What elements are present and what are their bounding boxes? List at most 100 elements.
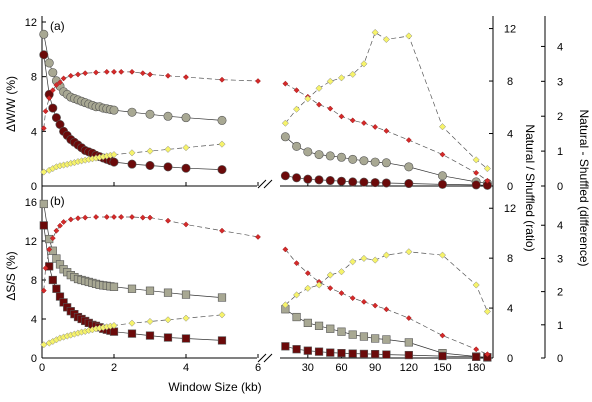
diff-tick-label: 0: [557, 353, 563, 365]
panel-b-series-yellow-point: [315, 281, 323, 289]
panel-a-series-yellow-point: [182, 144, 190, 152]
panel-b-series-red-point: [338, 290, 345, 297]
panel-b-series-grey-point: [382, 335, 391, 344]
panel-b-series-red-point: [360, 298, 367, 305]
panel-a-series-dark_red-point: [359, 177, 369, 187]
panel-a-series-grey-point: [437, 171, 447, 181]
right-axis-label-diff: Natural - Shuffled (difference): [577, 110, 591, 267]
x-tick-label: 120: [400, 362, 418, 374]
panel-a-series-grey-point: [370, 157, 380, 167]
panel-b-series-red-point: [293, 260, 300, 267]
panel-a-series-grey-point: [48, 68, 58, 78]
panel-b-series-red-point: [372, 302, 379, 309]
panel-b-series-grey-point: [181, 290, 191, 299]
y-tick-label: 16: [25, 197, 37, 209]
panel-a-label: (a): [50, 19, 65, 33]
panel-b-series-grey-point: [127, 284, 137, 293]
panel-b-series-red-point: [304, 270, 311, 277]
panel-b-series-dark_red-point: [39, 221, 48, 230]
panel-b-series-dark_red-point: [163, 333, 173, 342]
panel-a-series-red-point: [60, 75, 67, 82]
x-tick-label: 4: [183, 362, 189, 374]
axis-break-top: [257, 179, 273, 189]
panel-b-series-red-point: [75, 215, 81, 222]
panel-b-series-dark_red-point: [217, 336, 227, 345]
x-tick-label: 180: [467, 362, 485, 374]
panel-a-series-grey-point: [359, 156, 369, 166]
panel-b-series-red-point: [82, 214, 89, 221]
panel-b-series-dark_red-point: [48, 275, 57, 285]
panel-b-series-red-point: [103, 214, 110, 220]
panel-a-series-dark_red-point: [471, 180, 481, 190]
panel-a-series-red-point: [103, 68, 110, 75]
panel-b-series-dark_red-point: [371, 349, 380, 359]
panel-b-series-red-point: [42, 265, 49, 272]
y-tick-label: 0: [31, 181, 37, 193]
panel-a-series-grey-point: [163, 111, 173, 121]
panel-a-series-red-point: [46, 95, 53, 102]
panel-a-series-yellow-line-right: [285, 31, 488, 169]
y-tick-label: 12: [25, 236, 37, 248]
y-tick-label: 0: [31, 353, 37, 365]
panel-a-series-dark_red-point: [292, 173, 302, 183]
x-tick-label: 150: [433, 362, 451, 374]
panel-b-series-red-point: [46, 246, 53, 253]
panel-b-series-dark_red-point: [127, 329, 137, 338]
panel-b-series-grey-point: [145, 286, 155, 295]
panel-b-series-dark_red-point: [292, 345, 301, 354]
panel-a-series-grey-point: [404, 162, 414, 172]
panel-a-series-red-point: [67, 72, 74, 79]
panel-a-series-yellow-point: [360, 60, 368, 68]
panel-b-series-yellow-point: [405, 248, 413, 256]
panel-a-series-red-point: [484, 177, 491, 184]
panel-a-series-red-point: [42, 108, 49, 115]
panel-b-series-yellow-point: [146, 317, 154, 326]
panel-a-series-red-point: [383, 127, 390, 134]
ratio-tick-label: 12: [504, 203, 516, 215]
panel-a-series-grey-point: [39, 29, 49, 39]
panel-a-series-red-point: [255, 78, 261, 84]
panel-b-series-red-point: [57, 222, 63, 229]
panel-b-series-yellow-point: [182, 314, 190, 322]
panel-a-series-grey-point: [145, 109, 155, 119]
x-tick-label: 2: [111, 362, 117, 374]
panel-a-series-dark_red-point: [217, 165, 227, 175]
panel-a-series-red-point: [129, 68, 135, 75]
panel-b-series-grey-point: [326, 324, 335, 333]
panel-b-series-yellow-point: [218, 311, 226, 319]
panel-a-series-grey-point: [325, 151, 335, 161]
panel-a-series-yellow-point: [293, 105, 301, 113]
panel-b-series-yellow-point: [438, 251, 447, 259]
panel-b-series-red-point: [473, 346, 480, 353]
panel-a-series-red-point: [118, 68, 125, 75]
panel-b-series-red-point: [183, 221, 189, 228]
panel-b-series-yellow-point: [110, 321, 118, 330]
y-tick-label: 4: [31, 314, 37, 326]
panel-b-series-red-point: [53, 227, 60, 234]
panel-a-series-yellow-point: [371, 28, 379, 37]
diff-tick-label: 1: [557, 320, 563, 332]
panel-b-series-dark_red-point: [303, 346, 312, 355]
panel-b-series-yellow-point: [483, 307, 491, 316]
panel-b-series-yellow-point: [293, 291, 301, 299]
ratio-tick-label: 12: [504, 24, 516, 36]
panel-a-series-dark_red-point: [336, 176, 346, 186]
y-tick-label: 8: [31, 275, 37, 287]
panel-b-series-grey-point: [314, 321, 324, 330]
panel-b-series-red-point: [484, 351, 491, 358]
diff-tick-label: 3: [557, 253, 563, 265]
panel-a-series-yellow-point: [146, 147, 154, 155]
panel-b-series-grey-point: [404, 338, 413, 347]
panel-b-series-grey-point: [292, 312, 301, 322]
tick-layer: 0 2 4 6 30 60 90 120 150 180048120481201234048121…: [25, 17, 563, 374]
x-tick-label: 0: [39, 362, 45, 374]
panel-b-series-dark_red-point: [404, 350, 413, 360]
panel-a-series-red-point: [282, 80, 289, 87]
panel-b-series-dark_red-point: [359, 349, 369, 359]
panel-a-series-red-point: [439, 151, 446, 158]
panel-a-series-grey-point: [336, 152, 346, 162]
panel-a-series-dark_red-point: [163, 162, 173, 172]
panel-a-series-dark_red-point: [325, 176, 335, 186]
diff-tick-label: 3: [557, 76, 563, 88]
ylabel-b: ΔS/S (%): [4, 251, 18, 300]
